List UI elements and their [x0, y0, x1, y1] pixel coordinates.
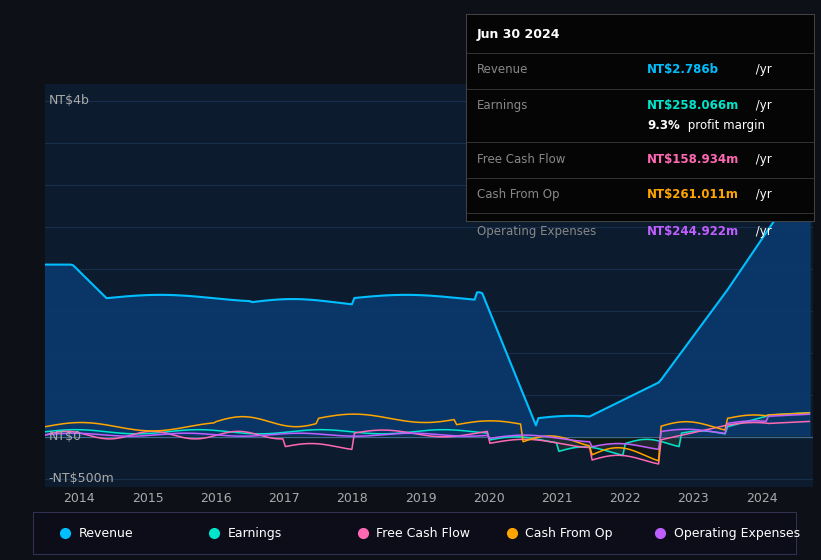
- Text: Cash From Op: Cash From Op: [525, 527, 612, 540]
- Text: Earnings: Earnings: [227, 527, 282, 540]
- Text: profit margin: profit margin: [684, 119, 765, 132]
- Text: /yr: /yr: [752, 188, 772, 201]
- Text: NT$158.934m: NT$158.934m: [647, 152, 740, 166]
- Text: 9.3%: 9.3%: [647, 119, 680, 132]
- Text: NT$4b: NT$4b: [48, 94, 89, 108]
- Text: Operating Expenses: Operating Expenses: [674, 527, 800, 540]
- Text: Jun 30 2024: Jun 30 2024: [477, 28, 560, 41]
- Text: Cash From Op: Cash From Op: [477, 188, 559, 201]
- Text: NT$244.922m: NT$244.922m: [647, 225, 740, 238]
- Text: Earnings: Earnings: [477, 99, 528, 111]
- Text: /yr: /yr: [752, 99, 772, 111]
- Text: Operating Expenses: Operating Expenses: [477, 225, 596, 238]
- Text: Free Cash Flow: Free Cash Flow: [377, 527, 470, 540]
- Text: NT$0: NT$0: [48, 430, 82, 444]
- Text: /yr: /yr: [752, 225, 772, 238]
- Text: /yr: /yr: [752, 152, 772, 166]
- Text: -NT$500m: -NT$500m: [48, 472, 114, 486]
- Text: Revenue: Revenue: [79, 527, 133, 540]
- Text: NT$2.786b: NT$2.786b: [647, 63, 719, 77]
- Text: Revenue: Revenue: [477, 63, 528, 77]
- Text: Free Cash Flow: Free Cash Flow: [477, 152, 565, 166]
- Text: NT$258.066m: NT$258.066m: [647, 99, 740, 111]
- Text: /yr: /yr: [752, 63, 772, 77]
- Text: NT$261.011m: NT$261.011m: [647, 188, 739, 201]
